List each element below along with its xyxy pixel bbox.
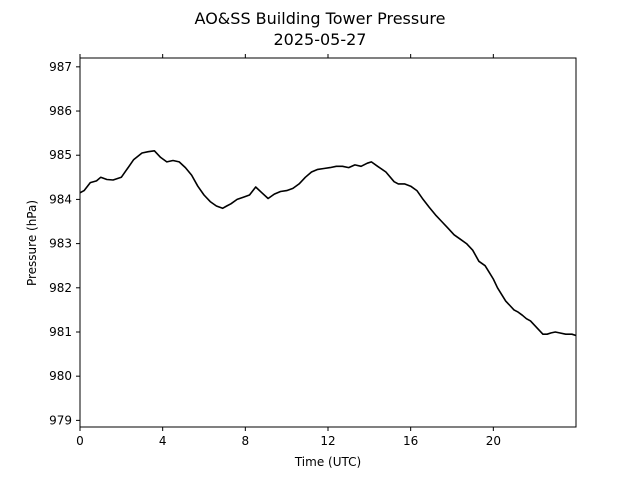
- y-tick-label: 979: [49, 413, 72, 427]
- plot-area: [79, 150, 577, 337]
- chart-title: AO&SS Building Tower Pressure: [195, 9, 446, 28]
- x-tick-label: 20: [486, 434, 501, 448]
- y-tick-label: 983: [49, 237, 72, 251]
- y-tick-label: 982: [49, 281, 72, 295]
- x-tick-label: 16: [403, 434, 418, 448]
- y-tick-label: 987: [49, 60, 72, 74]
- y-tick-label: 980: [49, 369, 72, 383]
- y-tick-label: 985: [49, 148, 72, 162]
- chart-subtitle: 2025-05-27: [274, 30, 367, 49]
- x-tick-label: 4: [159, 434, 167, 448]
- y-tick-label: 984: [49, 192, 72, 206]
- x-axis: 0 4 8 12 16 20: [76, 54, 501, 448]
- y-tick-label: 981: [49, 325, 72, 339]
- x-tick-label: 12: [320, 434, 335, 448]
- x-axis-label: Time (UTC): [294, 455, 361, 469]
- y-tick-label: 986: [49, 104, 72, 118]
- x-tick-label: 8: [242, 434, 250, 448]
- x-tick-label: 0: [76, 434, 84, 448]
- y-axis: 979 980 981 982 983 984 985 986 987: [49, 60, 80, 427]
- pressure-series-line-0: [79, 150, 577, 337]
- y-axis-label: Pressure (hPa): [25, 200, 39, 286]
